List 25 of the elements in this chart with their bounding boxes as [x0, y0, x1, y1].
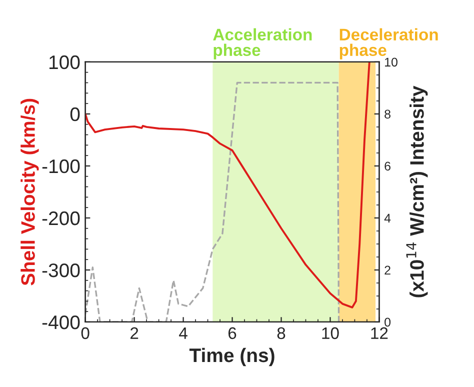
- y-axis-title: Shell Velocity (km/s): [20, 98, 39, 286]
- x-tick-label: 2: [130, 327, 138, 339]
- y-tick-label: -100: [42, 159, 80, 174]
- x-tick-label: 12: [371, 327, 388, 339]
- x-tick-label: 4: [179, 327, 188, 339]
- line-series: [85, 62, 370, 308]
- y-tick-label: 0: [70, 107, 80, 122]
- y2-tick-label: 10: [385, 58, 398, 67]
- y2-tick-label: 0: [384, 318, 391, 327]
- y2-tick-label: 4: [384, 214, 391, 222]
- line-series: [85, 82, 340, 322]
- y2-tick-label: 2: [384, 266, 390, 274]
- y2-tick-label: 8: [384, 110, 390, 119]
- x-tick-label: 10: [322, 327, 339, 340]
- y2-tick-label: 6: [384, 162, 390, 171]
- x-tick-label: 8: [277, 327, 286, 340]
- y-tick-label: -200: [42, 211, 80, 226]
- x-axis-title: Time (ns): [189, 348, 274, 366]
- y-tick-label: -300: [42, 263, 80, 278]
- x-tick-label: 6: [228, 327, 236, 340]
- band-label: Acceleration phase: [213, 28, 312, 60]
- x-tick-label: 0: [81, 327, 90, 340]
- y2-axis-title: (x10$^{14}$ W/cm²) Intensity: [406, 86, 428, 298]
- y-tick-label: -400: [42, 315, 80, 330]
- y-tick-label: 100: [50, 55, 80, 70]
